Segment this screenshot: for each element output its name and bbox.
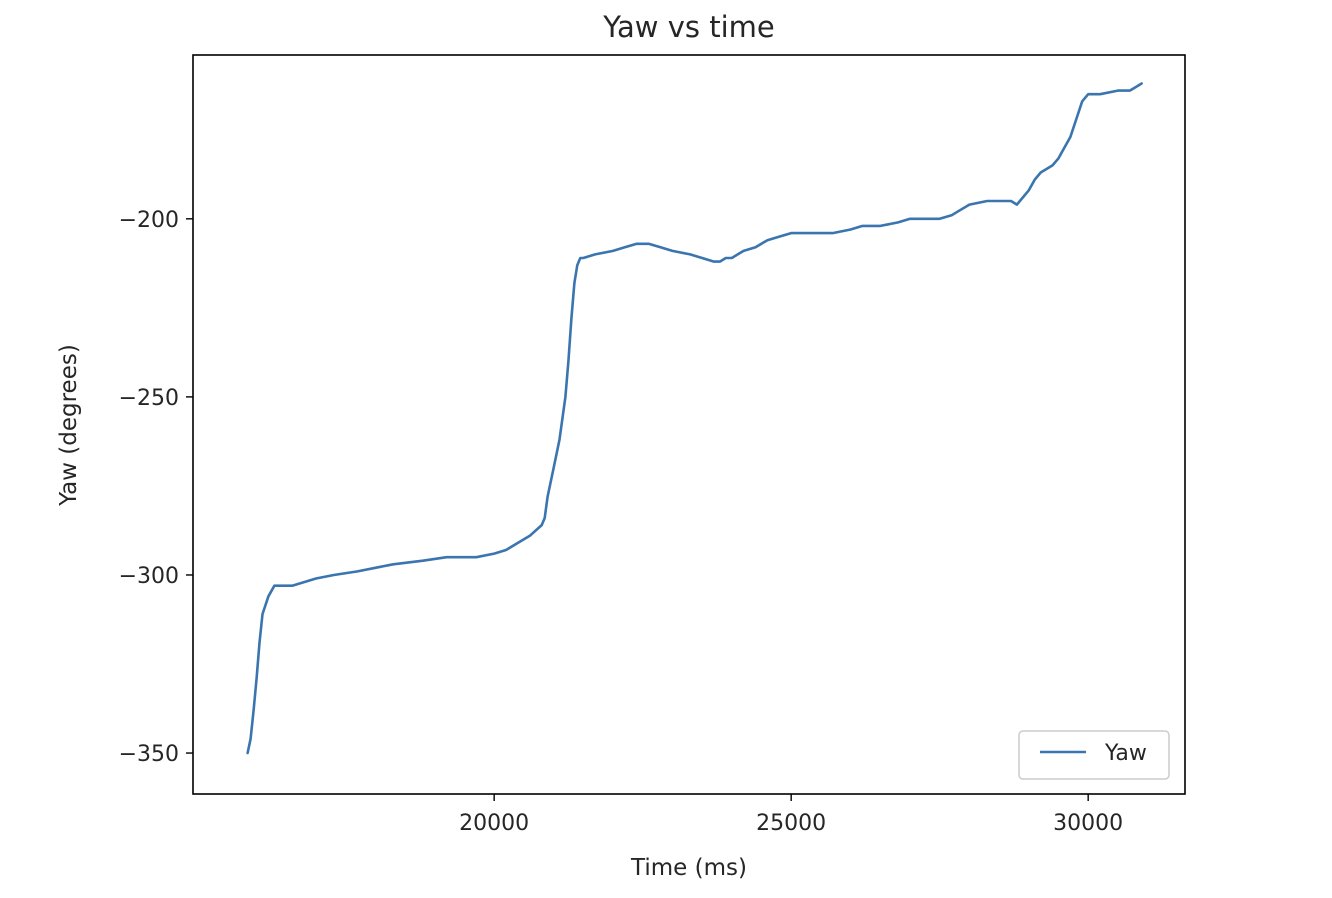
chart-title: Yaw vs time	[602, 10, 774, 44]
plot-area: 20000 25000 30000 −200 −250 −300 −350	[119, 54, 1186, 836]
x-tick-label: 30000	[1053, 811, 1123, 836]
x-tick-label: 25000	[756, 811, 826, 836]
legend-label-yaw: Yaw	[1104, 741, 1147, 766]
y-tick-label: −300	[119, 564, 179, 589]
series-line-yaw	[246, 82, 1143, 755]
y-tick-label: −200	[119, 208, 179, 233]
x-axis-title: Time (ms)	[630, 855, 747, 881]
y-axis-title: Yaw (degrees)	[56, 344, 82, 507]
axes-frame	[192, 54, 1186, 795]
y-tick-label: −350	[119, 742, 179, 767]
legend: Yaw	[1018, 730, 1170, 780]
x-tick-label: 20000	[459, 811, 529, 836]
legend-box	[1018, 730, 1170, 780]
y-tick-label: −250	[119, 386, 179, 411]
